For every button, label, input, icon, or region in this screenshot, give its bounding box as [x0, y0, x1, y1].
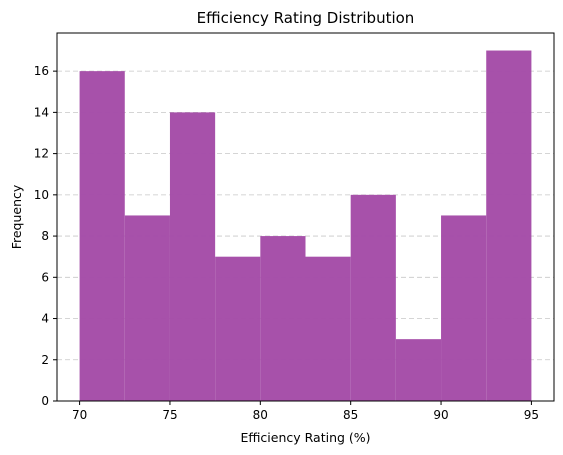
histogram-bar [260, 236, 306, 401]
y-tick-label: 8 [41, 229, 49, 243]
x-tick-label: 85 [343, 408, 358, 422]
histogram-bar [124, 215, 170, 401]
y-tick-label: 4 [41, 312, 49, 326]
y-tick-label: 12 [34, 147, 49, 161]
histogram-bar [169, 112, 216, 401]
plot-frame [56, 32, 555, 402]
y-axis-label: Frequency [9, 184, 24, 249]
y-tick-label: 2 [41, 353, 49, 367]
ticks-layer: 70 75 80 85 90 95 0 2 4 6 8 10 12 14 16 [34, 64, 539, 422]
y-tick-label: 6 [41, 270, 49, 284]
x-tick-label: 80 [253, 408, 268, 422]
x-tick-label: 70 [72, 408, 87, 422]
y-tick-label: 10 [34, 188, 49, 202]
x-tick-label: 95 [524, 408, 539, 422]
histogram-bar [350, 194, 396, 401]
y-tick-label: 0 [41, 394, 49, 408]
chart-title: Efficiency Rating Distribution [197, 9, 415, 27]
histogram-bar [305, 256, 351, 401]
histogram-bar [215, 256, 261, 401]
bars-layer [79, 50, 532, 402]
histogram-bar [79, 71, 125, 402]
x-tick-label: 90 [433, 408, 448, 422]
x-tick-label: 75 [162, 408, 177, 422]
y-tick-label: 14 [34, 105, 49, 119]
histogram-bar [486, 50, 532, 402]
x-axis-label: Efficiency Rating (%) [240, 430, 370, 445]
histogram-bar [441, 215, 487, 401]
histogram-bar [395, 339, 442, 401]
y-tick-label: 16 [34, 64, 49, 78]
